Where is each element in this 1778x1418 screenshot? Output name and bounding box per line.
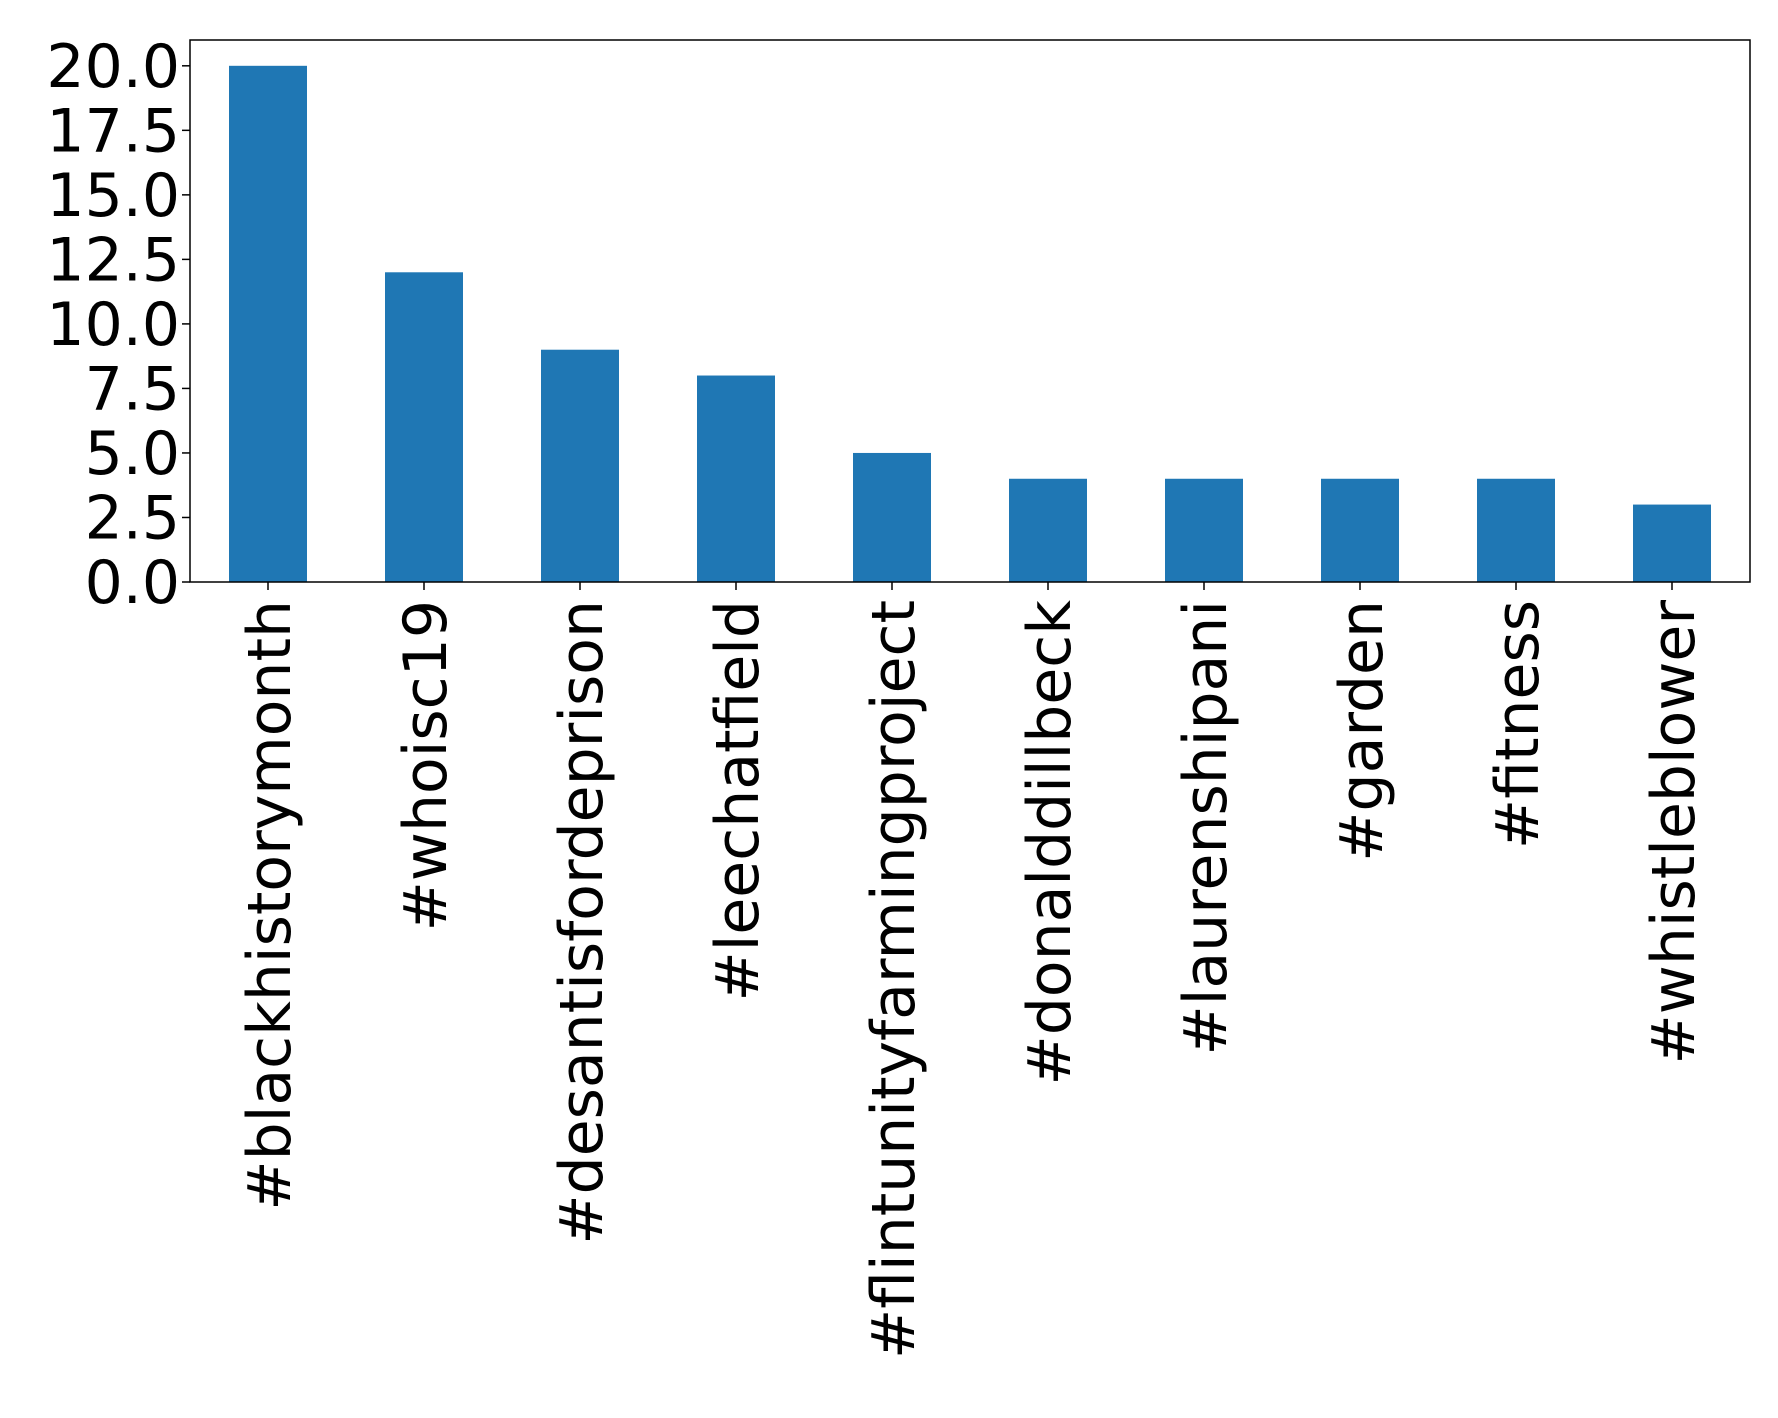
y-tick-label: 17.5	[46, 96, 180, 166]
y-tick-label: 2.5	[85, 483, 180, 553]
x-tick-label: #blackhistorymonth	[235, 600, 305, 1211]
x-tick-label: #donalddillbeck	[1015, 600, 1085, 1086]
x-tick-label: #garden	[1327, 600, 1397, 862]
x-tick-label: #whoisc19	[391, 600, 461, 931]
bar-garden	[1321, 478, 1399, 582]
bar-blackhistorymonth	[229, 65, 307, 583]
plot-frame	[189, 39, 1751, 583]
bar-fitness	[1477, 478, 1555, 582]
y-tick-label: 7.5	[85, 354, 180, 424]
bar-flintunityfarmingproject	[853, 452, 931, 582]
bar-donalddillbeck	[1009, 478, 1087, 582]
bars-layer	[229, 65, 1711, 583]
y-tick-label: 20.0	[46, 32, 180, 102]
bar-whistleblower	[1633, 504, 1711, 582]
y-axis: 0.02.55.07.510.012.515.017.520.0	[46, 32, 190, 618]
y-tick-label: 5.0	[85, 419, 180, 489]
bar-desantisfordeprison	[541, 349, 619, 582]
x-tick-label: #whistleblower	[1639, 600, 1709, 1065]
y-tick-label: 15.0	[46, 161, 180, 231]
x-tick-label: #fitness	[1483, 600, 1553, 849]
x-tick-label: #flintunityfarmingproject	[859, 600, 929, 1359]
y-tick-label: 12.5	[46, 225, 180, 295]
bar-laurenshipani	[1165, 478, 1243, 582]
y-tick-label: 0.0	[85, 548, 180, 618]
bar-whoisc19	[385, 272, 463, 582]
x-tick-label: #desantisfordeprison	[547, 600, 617, 1245]
y-tick-label: 10.0	[46, 290, 180, 360]
x-tick-label: #leechatfield	[703, 600, 773, 1002]
x-axis: #blackhistorymonth #whoisc19 #desantisford…	[235, 582, 1709, 1359]
bar-leechatfield	[697, 375, 775, 582]
x-tick-label: #laurenshipani	[1171, 600, 1241, 1056]
